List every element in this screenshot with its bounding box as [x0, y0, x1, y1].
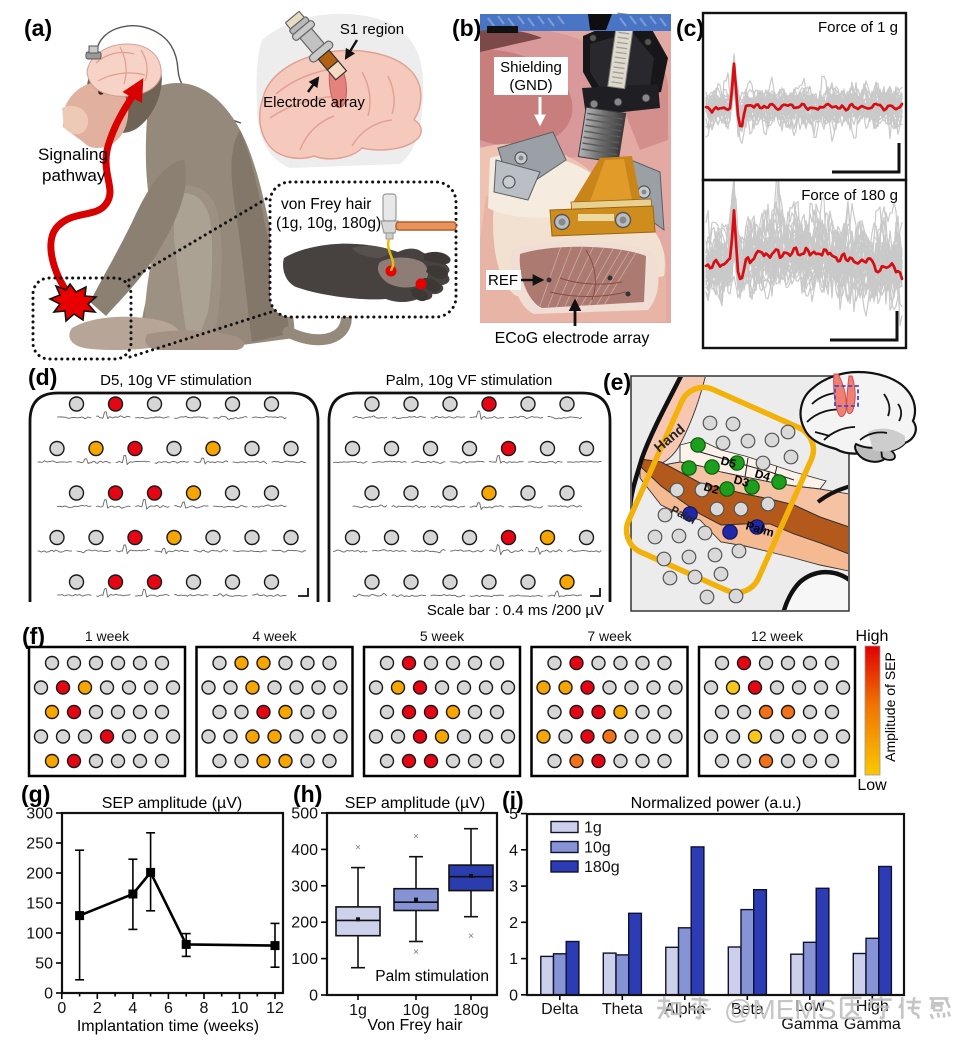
svg-text:Force of 1 g: Force of 1 g — [818, 19, 898, 36]
svg-text:180g: 180g — [453, 1002, 489, 1019]
svg-text:(GND): (GND) — [509, 77, 552, 94]
svg-text:Force of 180 g: Force of 180 g — [801, 187, 898, 204]
svg-text:(a): (a) — [24, 15, 52, 41]
svg-text:(f): (f) — [22, 623, 45, 649]
svg-text:0: 0 — [44, 986, 53, 1003]
svg-text:D2: D2 — [702, 479, 721, 497]
svg-text:×: × — [413, 831, 419, 842]
svg-text:50: 50 — [35, 956, 53, 973]
svg-text:D5, 10g VF stimulation: D5, 10g VF stimulation — [100, 372, 252, 389]
svg-text:8: 8 — [200, 1000, 209, 1017]
svg-text:100: 100 — [291, 951, 318, 968]
svg-text:D5: D5 — [719, 453, 738, 471]
svg-text:Amplitude of SEP: Amplitude of SEP — [882, 652, 898, 762]
svg-text:Gamma: Gamma — [781, 1016, 838, 1033]
svg-text:6: 6 — [164, 1000, 173, 1017]
svg-text:12: 12 — [266, 1000, 284, 1017]
svg-text:@MEMS: @MEMS — [724, 994, 836, 1025]
svg-text:400: 400 — [291, 842, 318, 859]
svg-text:Delta: Delta — [541, 1001, 578, 1018]
svg-text:(i): (i) — [502, 787, 524, 813]
svg-text:Gamma: Gamma — [844, 1016, 901, 1033]
svg-text:Normalized power (a.u.): Normalized power (a.u.) — [631, 795, 802, 812]
svg-text:von Frey hair: von Frey hair — [281, 196, 371, 213]
svg-text:Palm, 10g VF stimulation: Palm, 10g VF stimulation — [386, 372, 553, 389]
svg-text:0: 0 — [57, 1000, 66, 1017]
svg-text:4: 4 — [509, 842, 518, 859]
svg-text:100: 100 — [26, 926, 53, 943]
svg-text:500: 500 — [291, 806, 318, 823]
svg-text:Implantation time (weeks): Implantation time (weeks) — [77, 1018, 259, 1035]
svg-text:(c): (c) — [676, 15, 704, 41]
svg-text:Von Frey hair: Von Frey hair — [367, 1017, 463, 1034]
svg-text:D4: D4 — [753, 466, 772, 484]
svg-text:4 week: 4 week — [252, 628, 297, 644]
svg-text:250: 250 — [26, 836, 53, 853]
svg-text:ECoG electrode array: ECoG electrode array — [495, 330, 650, 347]
svg-text:150: 150 — [26, 896, 53, 913]
svg-text:SEP amplitude (µV): SEP amplitude (µV) — [345, 795, 486, 812]
svg-text:SEP amplitude (µV): SEP amplitude (µV) — [102, 795, 243, 812]
svg-text:200: 200 — [291, 915, 318, 932]
svg-text:(g): (g) — [21, 781, 50, 807]
svg-text:1 week: 1 week — [85, 628, 130, 644]
svg-text:D3: D3 — [732, 472, 751, 490]
svg-text:High: High — [856, 628, 889, 645]
svg-text:Electrode array: Electrode array — [263, 94, 365, 111]
svg-text:(1g, 10g, 180g): (1g, 10g, 180g) — [276, 215, 381, 232]
svg-text:5 week: 5 week — [420, 628, 465, 644]
svg-text:0: 0 — [309, 988, 318, 1005]
svg-text:10: 10 — [231, 1000, 249, 1017]
svg-text:0: 0 — [509, 987, 518, 1004]
svg-text:Palm stimulation: Palm stimulation — [375, 968, 489, 985]
svg-text:10g: 10g — [403, 1002, 430, 1019]
svg-text:200: 200 — [26, 866, 53, 883]
svg-text:Theta: Theta — [602, 1001, 643, 1018]
svg-text:2: 2 — [509, 915, 518, 932]
svg-text:7 week: 7 week — [587, 628, 632, 644]
svg-text:1g: 1g — [349, 1002, 367, 1019]
svg-text:300: 300 — [291, 878, 318, 895]
svg-text:2: 2 — [93, 1000, 102, 1017]
svg-text:High: High — [856, 998, 889, 1015]
svg-text:×: × — [468, 931, 474, 942]
svg-text:300: 300 — [26, 806, 53, 823]
svg-text:pathway: pathway — [42, 166, 106, 185]
svg-text:×: × — [355, 842, 361, 853]
svg-text:Scale bar : 0.4 ms /200 µV: Scale bar : 0.4 ms /200 µV — [427, 602, 604, 619]
svg-text:4: 4 — [128, 1000, 137, 1017]
svg-text:(h): (h) — [293, 781, 322, 807]
svg-text:12 week: 12 week — [751, 628, 804, 644]
svg-text:REF: REF — [488, 272, 518, 289]
svg-text:Low: Low — [857, 777, 887, 794]
svg-text:Beta: Beta — [731, 1001, 764, 1018]
svg-text:S1 region: S1 region — [340, 21, 404, 38]
svg-text:Shielding: Shielding — [500, 59, 562, 76]
svg-text:1g: 1g — [584, 820, 602, 837]
svg-text:(b): (b) — [452, 15, 481, 41]
svg-text:×: × — [413, 947, 419, 958]
svg-text:1: 1 — [509, 951, 518, 968]
svg-text:180g: 180g — [584, 859, 620, 876]
svg-text:10g: 10g — [584, 840, 611, 857]
svg-text:Low: Low — [795, 998, 825, 1015]
svg-text:5: 5 — [509, 806, 518, 823]
svg-text:(e): (e) — [603, 369, 631, 395]
svg-text:(d): (d) — [28, 364, 57, 390]
svg-text:3: 3 — [509, 879, 518, 896]
svg-text:Signaling: Signaling — [38, 145, 108, 164]
